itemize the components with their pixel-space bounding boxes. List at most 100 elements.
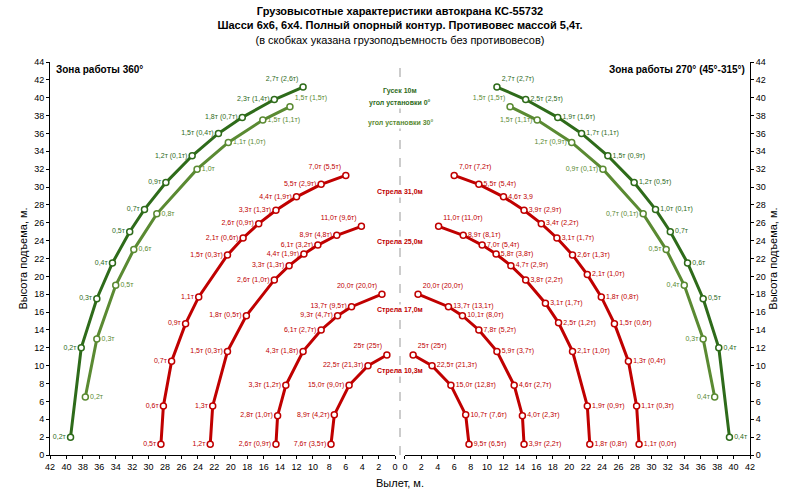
svg-text:8: 8 [327,462,332,472]
svg-text:3,3т (1,3т): 3,3т (1,3т) [252,261,284,269]
svg-text:4,3т (1,8т): 4,3т (1,8т) [266,347,298,355]
svg-text:0,7т: 0,7т [675,227,689,234]
svg-text:1,2т (0,5т): 1,2т (0,5т) [639,178,671,186]
svg-text:22: 22 [34,254,44,264]
svg-text:15,0т (12,8т): 15,0т (12,8т) [456,381,496,389]
svg-text:0,5т: 0,5т [708,294,722,301]
svg-text:7,0т (5,5т): 7,0т (5,5т) [309,163,341,171]
svg-text:36: 36 [34,129,44,139]
svg-text:1,1т: 1,1т [181,293,195,300]
svg-text:0,7т (0,1т): 0,7т (0,1т) [606,210,638,218]
svg-text:7,8т (5,2т): 7,8т (5,2т) [484,326,516,334]
svg-text:0: 0 [402,462,407,472]
svg-text:0,7т: 0,7т [154,357,168,364]
svg-text:4: 4 [360,462,365,472]
svg-text:42: 42 [34,75,44,85]
svg-text:22: 22 [581,462,591,472]
svg-text:6,1т (2,7т): 6,1т (2,7т) [284,326,316,334]
svg-text:4: 4 [435,462,440,472]
svg-text:25т (25т): 25т (25т) [418,342,447,350]
svg-text:15,0т (9,0т): 15,0т (9,0т) [308,381,344,389]
svg-text:28: 28 [34,200,44,210]
svg-text:11,0т (11,0т): 11,0т (11,0т) [443,214,482,222]
svg-text:44: 44 [34,57,44,67]
svg-text:Вылет, м.: Вылет, м. [376,477,424,489]
svg-text:40: 40 [34,93,44,103]
svg-text:28: 28 [756,200,766,210]
svg-text:0: 0 [393,462,398,472]
svg-text:1,8т (0,5т): 1,8т (0,5т) [209,311,241,319]
svg-text:2,8т (1,0т): 2,8т (1,0т) [240,411,272,419]
svg-text:40: 40 [729,462,739,472]
svg-text:30: 30 [646,462,656,472]
svg-text:4: 4 [756,414,761,424]
svg-text:0,2т: 0,2т [90,393,104,400]
svg-text:22,5т (21,3т): 22,5т (21,3т) [323,361,363,369]
svg-text:10,7т (7,6т): 10,7т (7,6т) [470,411,506,419]
svg-text:0,9т: 0,9т [148,178,162,185]
svg-text:22: 22 [756,254,766,264]
svg-text:16: 16 [531,462,541,472]
svg-text:1,3т: 1,3т [195,402,209,409]
svg-text:14: 14 [275,462,285,472]
svg-text:4,6т 3,9: 4,6т 3,9 [508,193,533,200]
svg-text:40: 40 [756,93,766,103]
svg-text:10: 10 [34,361,44,371]
svg-text:1,5т (0,9т): 1,5т (0,9т) [613,152,645,160]
svg-text:1,7т (1,1т): 1,7т (1,1т) [586,129,618,137]
svg-text:38: 38 [756,111,766,121]
svg-text:6: 6 [39,397,44,407]
svg-text:30: 30 [144,462,154,472]
svg-text:1,5т (1,5т): 1,5т (1,5т) [295,94,327,102]
svg-text:Стрела 31,0м: Стрела 31,0м [377,188,423,196]
svg-text:9,3т (4,7т): 9,3т (4,7т) [300,311,332,319]
svg-text:20: 20 [34,272,44,282]
svg-text:22: 22 [209,462,219,472]
svg-text:6,1т (3,2т): 6,1т (3,2т) [281,241,313,249]
svg-text:3,9т (2,9т): 3,9т (2,9т) [529,206,561,214]
svg-text:2,6т (1,3т): 2,6т (1,3т) [577,251,609,259]
svg-text:7,0т (5,4т): 7,0т (5,4т) [487,241,519,249]
svg-text:10: 10 [756,361,766,371]
svg-text:2,7т (2,6т): 2,7т (2,6т) [266,75,298,83]
svg-text:Зона работы 270° (45°-315°): Зона работы 270° (45°-315°) [609,64,745,75]
svg-text:2,7т (2,7т): 2,7т (2,7т) [502,75,534,83]
svg-text:1,5т (1,1т): 1,5т (1,1т) [268,116,300,124]
svg-text:18: 18 [548,462,558,472]
svg-text:28: 28 [630,462,640,472]
svg-text:18: 18 [242,462,252,472]
svg-text:3,8т (2,2т): 3,8т (2,2т) [530,276,562,284]
svg-text:0,4т: 0,4т [697,393,711,400]
svg-text:3,1т (1,7т): 3,1т (1,7т) [562,234,594,242]
svg-text:9,5т (6,5т): 9,5т (6,5т) [474,440,506,448]
svg-text:2,6т (1,0т): 2,6т (1,0т) [237,276,269,284]
svg-text:3,3т (1,3т): 3,3т (1,3т) [239,206,271,214]
svg-text:20: 20 [564,462,574,472]
svg-text:4,6т (2,7т): 4,6т (2,7т) [519,381,551,389]
svg-text:12: 12 [498,462,508,472]
svg-text:30: 30 [756,182,766,192]
svg-text:8,9т (4,2т): 8,9т (4,2т) [297,411,329,419]
svg-text:0,6т: 0,6т [146,402,160,409]
svg-text:Грузовысотные характеристики а: Грузовысотные характеристики автокрана К… [217,5,582,46]
svg-text:32: 32 [34,164,44,174]
svg-text:2,3т (1,4т): 2,3т (1,4т) [237,95,269,103]
svg-text:Стрела 17,0м: Стрела 17,0м [377,306,423,314]
svg-text:Высота подъема, м.: Высота подъема, м. [767,207,779,309]
svg-text:0,5т: 0,5т [649,245,663,252]
svg-text:1,9т (0,9т): 1,9т (0,9т) [592,402,624,410]
svg-text:10,1т (8,0т): 10,1т (8,0т) [467,311,503,319]
svg-text:8: 8 [468,462,473,472]
svg-text:2: 2 [39,432,44,442]
svg-text:14: 14 [515,462,525,472]
svg-text:3,4т (2,2т): 3,4т (2,2т) [546,219,578,227]
svg-text:1,5т (0,4т): 1,5т (0,4т) [181,129,213,137]
svg-text:0,5т: 0,5т [120,281,134,288]
svg-text:13,7т (9,5т): 13,7т (9,5т) [310,302,346,310]
svg-text:0,2т: 0,2т [64,344,78,351]
svg-text:42: 42 [45,462,55,472]
svg-text:38: 38 [712,462,722,472]
svg-text:12: 12 [756,343,766,353]
svg-text:24: 24 [193,462,203,472]
svg-text:0,3т: 0,3т [79,294,93,301]
